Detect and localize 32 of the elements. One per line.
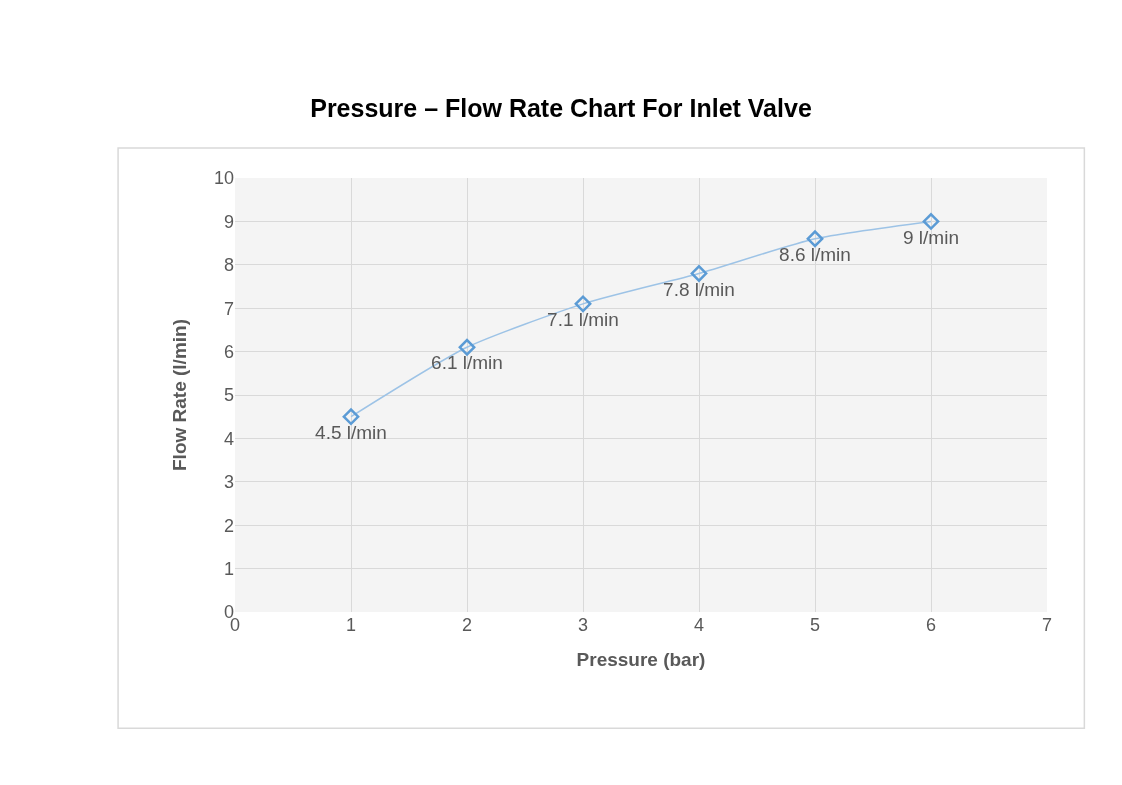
x-tick-label: 1 (345, 615, 357, 635)
y-tick-label: 3 (223, 472, 234, 493)
x-tick-label: 2 (461, 615, 473, 635)
point (690, 265, 708, 282)
y-tick-label: 9 (223, 211, 234, 232)
x-tick-label: 3 (577, 615, 589, 635)
y-tick-label: 1 (223, 558, 234, 579)
data-label: 6.1 l/min (431, 352, 503, 374)
x-tick-label: 5 (809, 615, 821, 635)
point (458, 338, 476, 356)
y-tick-label: 8 (223, 255, 234, 276)
y-tick-label: 5 (223, 385, 234, 406)
point (342, 408, 360, 426)
point (574, 295, 592, 313)
data-label: 7.8 l/min (663, 278, 735, 300)
x-tick-label: 4 (693, 615, 705, 635)
chart-title: Pressure – Flow Rate Chart For Inlet Valve (310, 94, 812, 123)
y-axis-title: Flow Rate (l/min) (168, 319, 190, 471)
y-tick-label: 7 (223, 298, 234, 319)
data-label: 9 l/min (903, 226, 959, 248)
x-axis-title: Pressure (bar) (576, 648, 706, 670)
data-label: 7.1 l/min (547, 308, 619, 330)
y-tick-label: 10 (213, 168, 234, 189)
data-label: 8.6 l/min (779, 243, 851, 265)
x-tick-label: 7 (1041, 615, 1053, 635)
y-tick-label: 6 (223, 341, 234, 362)
y-tick-label: 4 (223, 428, 234, 449)
point (922, 213, 940, 230)
y-tick-label: 2 (223, 515, 234, 536)
data-label: 4.5 l/min (315, 421, 387, 443)
point (806, 230, 824, 248)
x-tick-label: 6 (925, 615, 937, 635)
